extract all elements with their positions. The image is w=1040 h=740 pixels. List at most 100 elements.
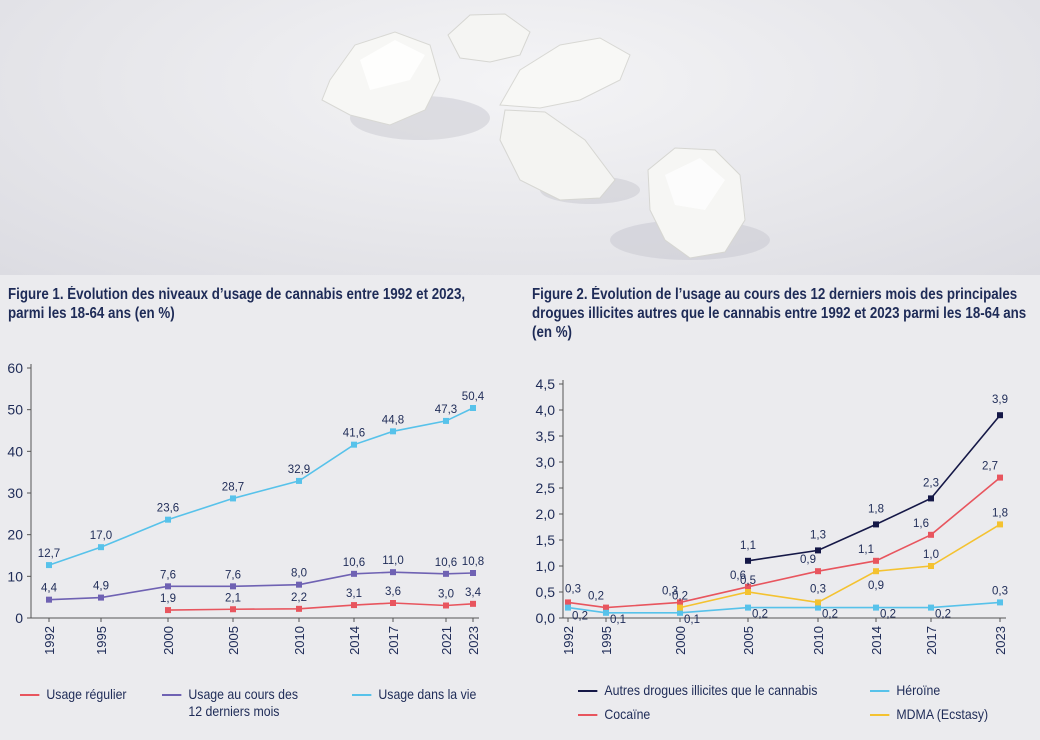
y-tick-label: 3,5 — [536, 428, 556, 444]
data-label: 0,2 — [672, 591, 688, 603]
data-label: 1,8 — [868, 503, 884, 515]
series-line — [567, 476, 1001, 609]
data-label: 0,2 — [588, 591, 604, 603]
data-label: 0,2 — [572, 611, 588, 623]
data-label: 1,3 — [810, 529, 826, 541]
data-label: 2,3 — [923, 477, 939, 489]
legend-item-usage-vie: Usage dans la vie — [352, 686, 476, 703]
data-point — [928, 495, 934, 502]
data-point — [997, 521, 1003, 528]
data-point — [815, 547, 821, 554]
y-tick-label: 4,5 — [536, 376, 556, 392]
data-label: 1,6 — [913, 518, 929, 530]
data-point — [745, 557, 751, 564]
data-label: 2,7 — [982, 461, 998, 473]
legend-swatch — [870, 714, 890, 716]
data-label: 0,1 — [684, 614, 700, 626]
x-tick-label: 2014 — [869, 626, 884, 655]
data-point — [745, 604, 751, 611]
data-label: 0,6 — [730, 570, 746, 582]
data-label: 0,1 — [610, 614, 626, 626]
crystal-rocks-illustration — [321, 13, 770, 260]
header-photo — [0, 0, 1040, 275]
x-tick-label: 1992 — [42, 626, 57, 655]
data-point — [677, 609, 683, 616]
data-point — [603, 604, 609, 611]
legend-label: Usage régulier — [46, 686, 127, 702]
x-tick-label: 1995 — [599, 626, 614, 655]
x-tick-label: 1992 — [561, 626, 576, 655]
legend-swatch — [870, 690, 890, 692]
data-label: 8,0 — [291, 568, 307, 580]
series-line — [567, 601, 1001, 614]
data-point — [873, 604, 879, 611]
data-point — [230, 495, 236, 502]
data-label: 0,9 — [800, 554, 816, 566]
y-tick-label: 10 — [7, 568, 23, 584]
data-label: 0,3 — [662, 585, 678, 597]
y-tick-label: 2,0 — [536, 506, 556, 522]
x-tick-label: 2021 — [439, 626, 454, 655]
x-tick-label: 2014 — [347, 626, 362, 655]
data-label: 41,6 — [343, 428, 365, 440]
data-label: 3,6 — [385, 586, 401, 598]
data-label: 0,2 — [880, 609, 896, 621]
data-label: 1,8 — [992, 507, 1008, 519]
data-point — [928, 531, 934, 538]
series-line — [747, 414, 1001, 562]
data-point — [98, 544, 104, 551]
data-label: 50,4 — [462, 391, 485, 403]
data-label: 10,6 — [343, 557, 365, 569]
data-label: 11,0 — [382, 555, 404, 567]
data-point — [443, 570, 449, 577]
y-tick-label: 60 — [7, 360, 23, 376]
x-tick-label: 2005 — [741, 626, 756, 655]
y-tick-label: 20 — [7, 527, 23, 543]
data-label: 0,2 — [752, 609, 768, 621]
data-point — [165, 583, 171, 590]
legend-label: MDMA (Ecstasy) — [896, 706, 989, 722]
data-point — [928, 604, 934, 611]
data-point — [296, 605, 302, 612]
data-point — [390, 428, 396, 435]
data-point — [443, 602, 449, 609]
data-label: 47,3 — [435, 404, 457, 416]
data-label: 12,7 — [38, 548, 60, 560]
legend-label: Usage dans la vie — [378, 686, 477, 702]
data-point — [745, 583, 751, 590]
data-point — [296, 477, 302, 484]
data-point — [165, 516, 171, 523]
data-point — [677, 604, 683, 611]
data-point — [815, 568, 821, 575]
data-point — [230, 583, 236, 590]
legend-swatch — [20, 694, 40, 696]
legend-swatch — [578, 714, 598, 716]
data-label: 0,3 — [992, 585, 1008, 597]
data-point — [351, 570, 357, 577]
data-point — [873, 521, 879, 528]
legend-label: Autres drogues illicites que le cannabis — [604, 682, 818, 698]
data-point — [815, 604, 821, 611]
legend-label: Héroïne — [896, 682, 941, 698]
data-point — [351, 602, 357, 609]
x-tick-label: 2000 — [673, 626, 688, 655]
data-point — [565, 604, 571, 611]
data-label: 28,7 — [222, 481, 244, 493]
data-label: 7,6 — [160, 569, 176, 581]
x-tick-label: 1995 — [94, 626, 109, 655]
data-label: 3,4 — [465, 587, 482, 599]
data-point — [46, 596, 52, 603]
y-tick-label: 50 — [7, 402, 23, 418]
x-tick-label: 2017 — [924, 626, 939, 655]
data-point — [745, 589, 751, 595]
data-label: 4,4 — [41, 583, 58, 595]
data-point — [46, 562, 52, 569]
data-label: 17,0 — [90, 530, 112, 542]
data-point — [603, 609, 609, 616]
x-tick-label: 2005 — [226, 626, 241, 655]
y-tick-label: 1,5 — [536, 532, 556, 548]
data-point — [677, 599, 683, 606]
data-label: 32,9 — [288, 464, 310, 476]
data-point — [997, 474, 1003, 481]
